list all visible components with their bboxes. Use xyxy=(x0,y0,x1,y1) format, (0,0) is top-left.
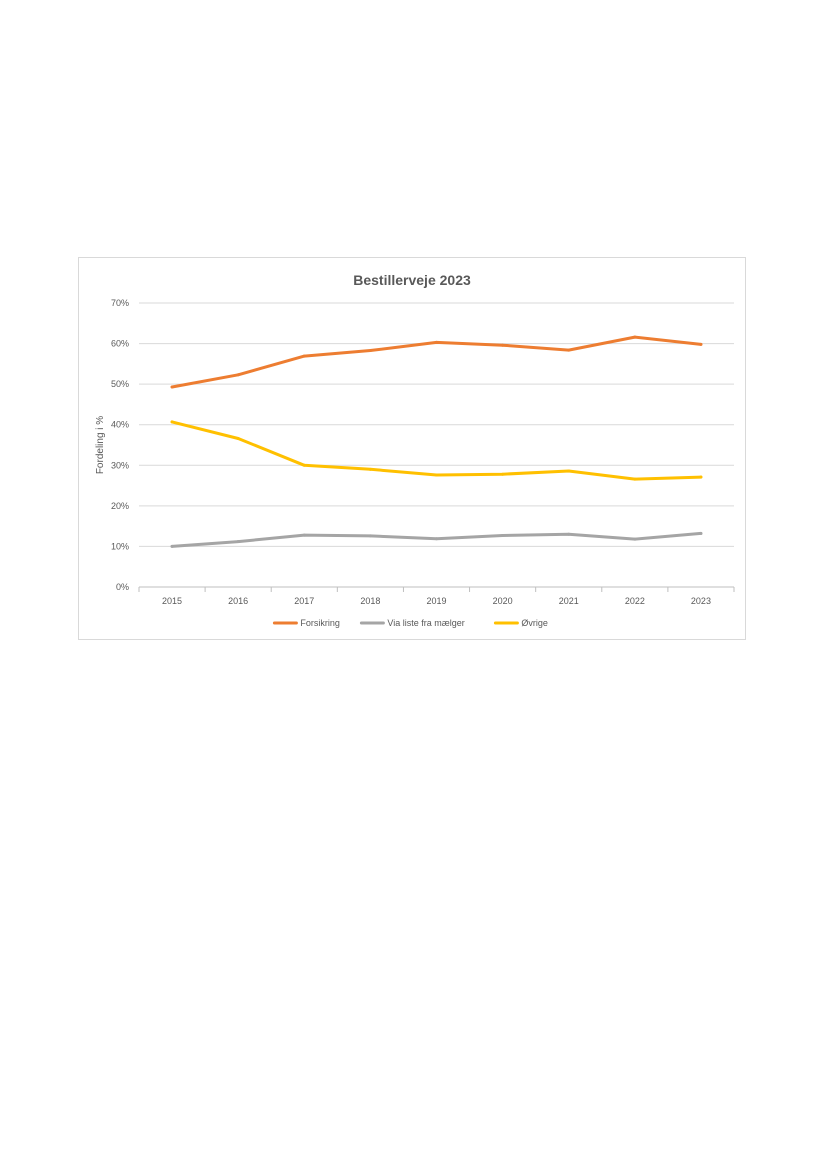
legend-item: Via liste fra mælger xyxy=(359,618,465,628)
y-tick-label: 0% xyxy=(116,582,129,592)
data-point xyxy=(699,531,703,535)
data-point xyxy=(368,467,372,471)
y-tick-label: 10% xyxy=(111,541,129,551)
chart-title: Bestillerveje 2023 xyxy=(353,272,471,288)
y-axis-title: Fordeling i % xyxy=(95,416,106,474)
gridlines xyxy=(138,302,735,592)
data-point xyxy=(633,537,637,541)
legend-label: Via liste fra mælger xyxy=(387,618,464,628)
x-axis-ticks: 2015 2016 2017 2018 2019 2020 2021 2022 2023 xyxy=(162,596,711,606)
data-point xyxy=(501,343,505,347)
x-tick-label: 2023 xyxy=(691,596,711,606)
data-point xyxy=(302,463,306,467)
data-point xyxy=(368,348,372,352)
data-point xyxy=(170,420,174,424)
y-tick-label: 40% xyxy=(111,420,129,430)
data-point xyxy=(699,475,703,479)
data-point xyxy=(302,354,306,358)
series-lines xyxy=(170,335,703,548)
data-point xyxy=(501,533,505,537)
data-point xyxy=(633,477,637,481)
data-point xyxy=(567,532,571,536)
legend-label: Forsikring xyxy=(300,618,340,628)
data-point xyxy=(170,544,174,548)
data-point xyxy=(435,340,438,344)
data-point xyxy=(236,540,240,544)
y-tick-label: 60% xyxy=(111,339,129,349)
legend-item: Øvrige xyxy=(493,618,548,628)
x-tick-label: 2018 xyxy=(360,596,380,606)
data-point xyxy=(236,437,240,441)
x-tick-label: 2016 xyxy=(228,596,248,606)
chart-container: Bestillerveje 2023 0% 10% 20% 30% 40% 50% 60% 7… xyxy=(78,257,746,640)
data-point xyxy=(368,534,372,538)
y-tick-label: 20% xyxy=(111,501,129,511)
x-tick-label: 2020 xyxy=(493,596,513,606)
legend-label: Øvrige xyxy=(521,618,548,628)
data-point xyxy=(567,469,571,473)
legend-item: Forsikring xyxy=(272,618,340,628)
data-point xyxy=(435,473,438,477)
line-chart: Bestillerveje 2023 0% 10% 20% 30% 40% 50% 60% 7… xyxy=(95,272,735,628)
y-tick-label: 70% xyxy=(111,298,129,308)
y-tick-label: 30% xyxy=(111,460,129,470)
data-point xyxy=(567,348,571,352)
series-line-0 xyxy=(170,335,703,389)
series-line-2 xyxy=(170,420,703,481)
data-point xyxy=(501,472,505,476)
x-tick-label: 2019 xyxy=(426,596,446,606)
x-tick-label: 2021 xyxy=(559,596,579,606)
x-tick-label: 2015 xyxy=(162,596,182,606)
data-point xyxy=(699,342,703,346)
legend: Forsikring Via liste fra mælger Øvrige xyxy=(272,618,548,628)
y-axis-ticks: 0% 10% 20% 30% 40% 50% 60% 70% xyxy=(111,298,129,592)
data-point xyxy=(170,385,174,389)
data-point xyxy=(302,533,306,537)
data-point xyxy=(435,537,438,541)
x-tick-label: 2017 xyxy=(294,596,314,606)
data-point xyxy=(236,373,240,377)
x-tick-label: 2022 xyxy=(625,596,645,606)
data-point xyxy=(633,335,637,339)
y-tick-label: 50% xyxy=(111,379,129,389)
